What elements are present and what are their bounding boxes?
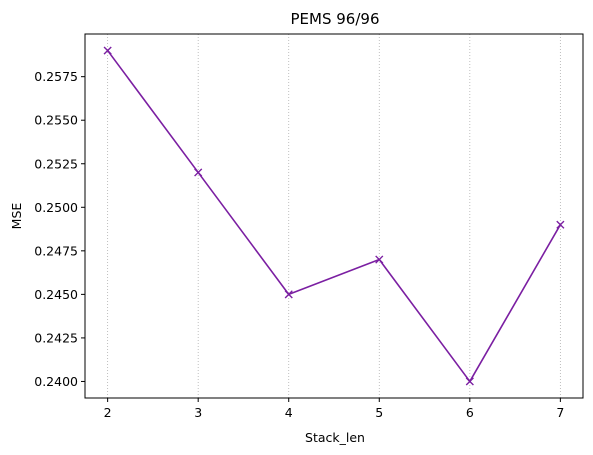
y-tick-label: 0.2550 <box>34 113 78 128</box>
grid-lines <box>107 34 561 398</box>
series-layer <box>103 46 565 386</box>
data-point-marker <box>375 255 384 264</box>
plot-area-frame <box>84 33 584 399</box>
data-point-marker <box>284 290 293 299</box>
y-tick-label: 0.2450 <box>34 287 78 302</box>
y-tick-label: 0.2575 <box>34 69 78 84</box>
data-point-marker <box>103 46 112 55</box>
x-tick-label: 7 <box>556 405 564 420</box>
y-axis-ticks: 0.2400 0.2425 0.2450 0.2475 0.2500 0.2525 0.25… <box>34 69 85 389</box>
data-point-marker <box>465 377 474 386</box>
x-tick-label: 4 <box>285 405 293 420</box>
data-point-marker <box>556 220 565 229</box>
y-tick-label: 0.2475 <box>34 243 78 258</box>
y-tick-label: 0.2500 <box>34 200 78 215</box>
data-point-marker <box>194 168 203 177</box>
x-axis-ticks: 2 3 4 5 6 7 <box>104 398 564 420</box>
x-tick-label: 6 <box>466 405 474 420</box>
y-tick-label: 0.2425 <box>34 330 78 345</box>
y-tick-label: 0.2400 <box>34 374 78 389</box>
chart-title: PEMS 96/96 <box>291 10 380 28</box>
x-axis-label: Stack_len <box>305 430 365 445</box>
x-tick-label: 3 <box>194 405 202 420</box>
x-tick-label: 5 <box>375 405 383 420</box>
series-line <box>106 50 562 383</box>
y-axis-label: MSE <box>9 203 24 230</box>
x-tick-label: 2 <box>104 405 112 420</box>
y-tick-label: 0.2525 <box>34 156 78 171</box>
